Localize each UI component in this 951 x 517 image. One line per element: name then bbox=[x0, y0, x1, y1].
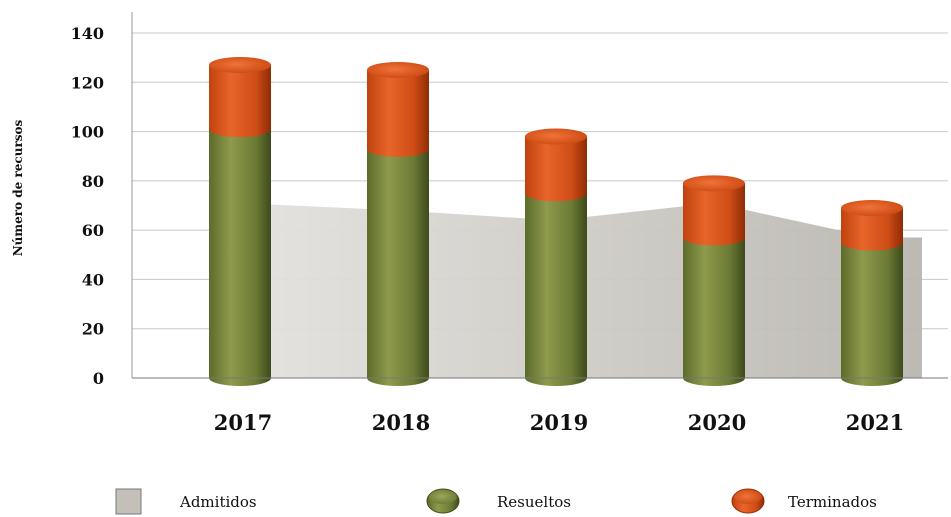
x-tick-2020: 2020 bbox=[688, 410, 746, 435]
y-axis-label: Número de recursos bbox=[11, 119, 25, 256]
legend-swatch-resueltos-top bbox=[429, 490, 457, 504]
bar-group-2021 bbox=[841, 199, 903, 386]
legend-label-resueltos: Resueltos bbox=[497, 493, 571, 511]
bar-group-2020 bbox=[683, 175, 745, 386]
bar-series bbox=[209, 57, 903, 386]
legend-swatch-terminados-top bbox=[734, 490, 762, 504]
legend-item-resueltos: Resueltos bbox=[426, 488, 571, 514]
x-axis-ticks: 2017 2018 2019 2020 2021 bbox=[214, 410, 904, 435]
legend-label-admitidos: Admitidos bbox=[179, 493, 257, 511]
bar-top-2017 bbox=[209, 57, 271, 74]
bar-resueltos-2019 bbox=[525, 193, 587, 386]
bar-resueltos-2021 bbox=[841, 242, 903, 386]
x-tick-2021: 2021 bbox=[846, 410, 904, 435]
bar-resueltos-2020 bbox=[683, 237, 745, 386]
y-tick-0: 0 bbox=[93, 369, 104, 388]
y-tick-120: 120 bbox=[71, 73, 104, 92]
bar-top-2018 bbox=[367, 61, 429, 78]
y-tick-20: 20 bbox=[82, 320, 104, 339]
bar-top-2020 bbox=[683, 175, 745, 192]
bar-top-2021 bbox=[841, 199, 903, 216]
bar-terminados-2019 bbox=[525, 136, 587, 202]
x-tick-2017: 2017 bbox=[214, 410, 272, 435]
legend-swatch-admitidos bbox=[115, 488, 142, 515]
bar-resueltos-2018 bbox=[367, 148, 429, 386]
legend-label-terminados: Terminados bbox=[788, 493, 877, 511]
y-tick-40: 40 bbox=[82, 270, 104, 289]
bar-resueltos-2017 bbox=[209, 129, 271, 386]
bar-group-2018 bbox=[367, 61, 429, 386]
x-tick-2019: 2019 bbox=[530, 410, 588, 435]
bar-terminados-2021 bbox=[841, 207, 903, 251]
y-tick-80: 80 bbox=[82, 172, 104, 191]
bar-top-2019 bbox=[525, 128, 587, 145]
bar-terminados-2020 bbox=[683, 183, 745, 246]
y-tick-100: 100 bbox=[71, 123, 104, 142]
legend-item-admitidos: Admitidos bbox=[115, 488, 257, 515]
x-tick-2018: 2018 bbox=[372, 410, 430, 435]
legend-item-terminados: Terminados bbox=[731, 488, 877, 514]
bar-terminados-2018 bbox=[367, 69, 429, 157]
y-tick-140: 140 bbox=[71, 24, 104, 43]
legend: Admitidos Resueltos Terminados bbox=[115, 488, 877, 515]
y-tick-60: 60 bbox=[82, 221, 104, 240]
bar-group-2017 bbox=[209, 57, 271, 386]
bar-terminados-2017 bbox=[209, 65, 271, 138]
bar-group-2019 bbox=[525, 128, 587, 386]
y-axis-ticks: 0 20 40 60 80 100 120 140 bbox=[71, 24, 104, 388]
